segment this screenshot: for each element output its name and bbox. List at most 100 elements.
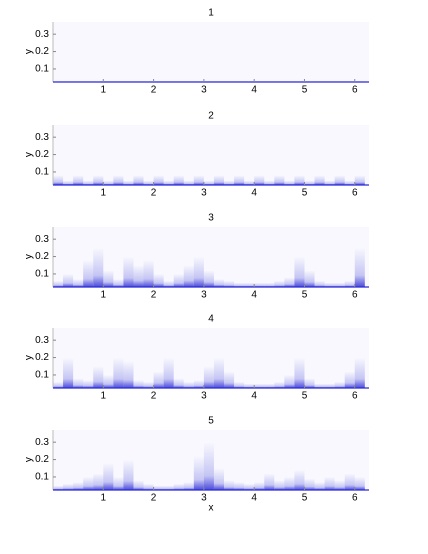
- heat-column: [274, 381, 285, 388]
- heat-column: [83, 180, 94, 185]
- heat-column: [173, 483, 184, 490]
- plot-background: [53, 22, 369, 82]
- x-tick-label: 3: [201, 493, 207, 504]
- x-tick-label: 1: [101, 85, 107, 96]
- heat-column: [224, 180, 235, 185]
- heat-column: [344, 473, 355, 490]
- x-tick-label: 3: [201, 290, 207, 301]
- heat-column: [83, 260, 94, 287]
- heat-column: [83, 380, 94, 388]
- heat-column: [324, 180, 335, 185]
- heat-column: [274, 480, 285, 490]
- x-tick-label: 3: [201, 391, 207, 402]
- heat-column: [123, 256, 134, 287]
- y-tick-label: 0.2: [35, 149, 49, 160]
- heat-column: [234, 175, 245, 185]
- heat-column: [123, 180, 134, 185]
- x-tick-label: 5: [302, 391, 308, 402]
- y-axis-label: y: [24, 254, 35, 259]
- heat-column: [203, 270, 214, 287]
- heat-column: [284, 374, 295, 388]
- heat-column: [103, 180, 114, 185]
- heat-column: [183, 381, 194, 388]
- y-tick-label: 0.3: [35, 335, 49, 346]
- heat-column: [254, 282, 265, 287]
- heat-column: [213, 279, 225, 287]
- heat-column: [304, 478, 315, 490]
- panel-title: 2: [208, 111, 214, 122]
- heat-column: [193, 380, 204, 388]
- heat-column: [264, 282, 275, 287]
- x-tick-label: 4: [251, 391, 257, 402]
- panel-title: 3: [208, 213, 214, 224]
- heat-column: [203, 180, 214, 185]
- heat-column: [284, 180, 295, 185]
- heat-column: [63, 180, 74, 185]
- heat-column: [244, 282, 255, 287]
- heat-column: [234, 282, 245, 287]
- heat-column: [143, 483, 154, 490]
- heat-column: [93, 175, 104, 185]
- x-tick-label: 1: [101, 493, 107, 504]
- heat-column: [354, 175, 365, 185]
- x-tick-label: 2: [151, 290, 157, 301]
- heat-column: [73, 378, 84, 388]
- heat-column: [344, 180, 355, 185]
- x-tick-label: 2: [151, 391, 157, 402]
- y-tick-label: 0.3: [35, 437, 49, 448]
- heat-column: [193, 175, 204, 185]
- heat-column: [314, 280, 325, 287]
- heat-column: [294, 357, 305, 388]
- heat-column: [224, 480, 235, 490]
- heat-column: [354, 247, 365, 287]
- heat-column: [83, 476, 94, 490]
- y-tick-label: 0.2: [35, 251, 49, 262]
- x-tick-label: 1: [101, 391, 107, 402]
- panel-title: 5: [208, 416, 214, 427]
- heat-column: [264, 473, 275, 490]
- heat-column: [274, 175, 285, 185]
- heat-column: [344, 280, 355, 287]
- y-axis-label: y: [24, 457, 35, 462]
- heat-column: [63, 483, 74, 490]
- heat-column: [254, 175, 265, 185]
- heat-column: [73, 175, 84, 185]
- heat-column: [203, 442, 214, 490]
- heat-column: [173, 175, 184, 185]
- heat-column: [264, 180, 275, 185]
- y-axis-label: y: [24, 152, 35, 157]
- y-tick-label: 0.1: [35, 472, 49, 483]
- x-tick-label: 5: [302, 290, 308, 301]
- y-tick-label: 0.1: [35, 370, 49, 381]
- heat-column: [284, 476, 295, 490]
- y-tick-label: 0.2: [35, 46, 49, 57]
- heat-column: [324, 383, 335, 388]
- x-tick-label: 2: [151, 85, 157, 96]
- heat-column: [203, 366, 214, 388]
- y-tick-label: 0.3: [35, 132, 49, 143]
- heat-column: [153, 175, 164, 185]
- x-tick-label: 4: [251, 188, 257, 199]
- heat-column: [213, 468, 225, 490]
- x-tick-label: 4: [251, 85, 257, 96]
- heat-column: [133, 480, 144, 490]
- heat-column: [334, 381, 345, 388]
- heat-column: [143, 180, 154, 185]
- heat-column: [153, 273, 164, 287]
- heat-column: [173, 378, 184, 388]
- heat-column: [63, 273, 74, 287]
- heat-column: [53, 175, 64, 185]
- heat-column: [274, 280, 285, 287]
- x-tick-label: 2: [151, 493, 157, 504]
- heat-column: [213, 175, 225, 185]
- heat-column: [123, 459, 134, 490]
- heat-column: [244, 180, 255, 185]
- x-tick-label: 3: [201, 85, 207, 96]
- heat-column: [153, 371, 164, 388]
- heat-column: [163, 485, 174, 490]
- heat-column: [113, 175, 124, 185]
- y-tick-label: 0.1: [35, 269, 49, 280]
- heat-column: [73, 482, 84, 490]
- heat-column: [314, 482, 325, 490]
- heat-column: [354, 357, 365, 388]
